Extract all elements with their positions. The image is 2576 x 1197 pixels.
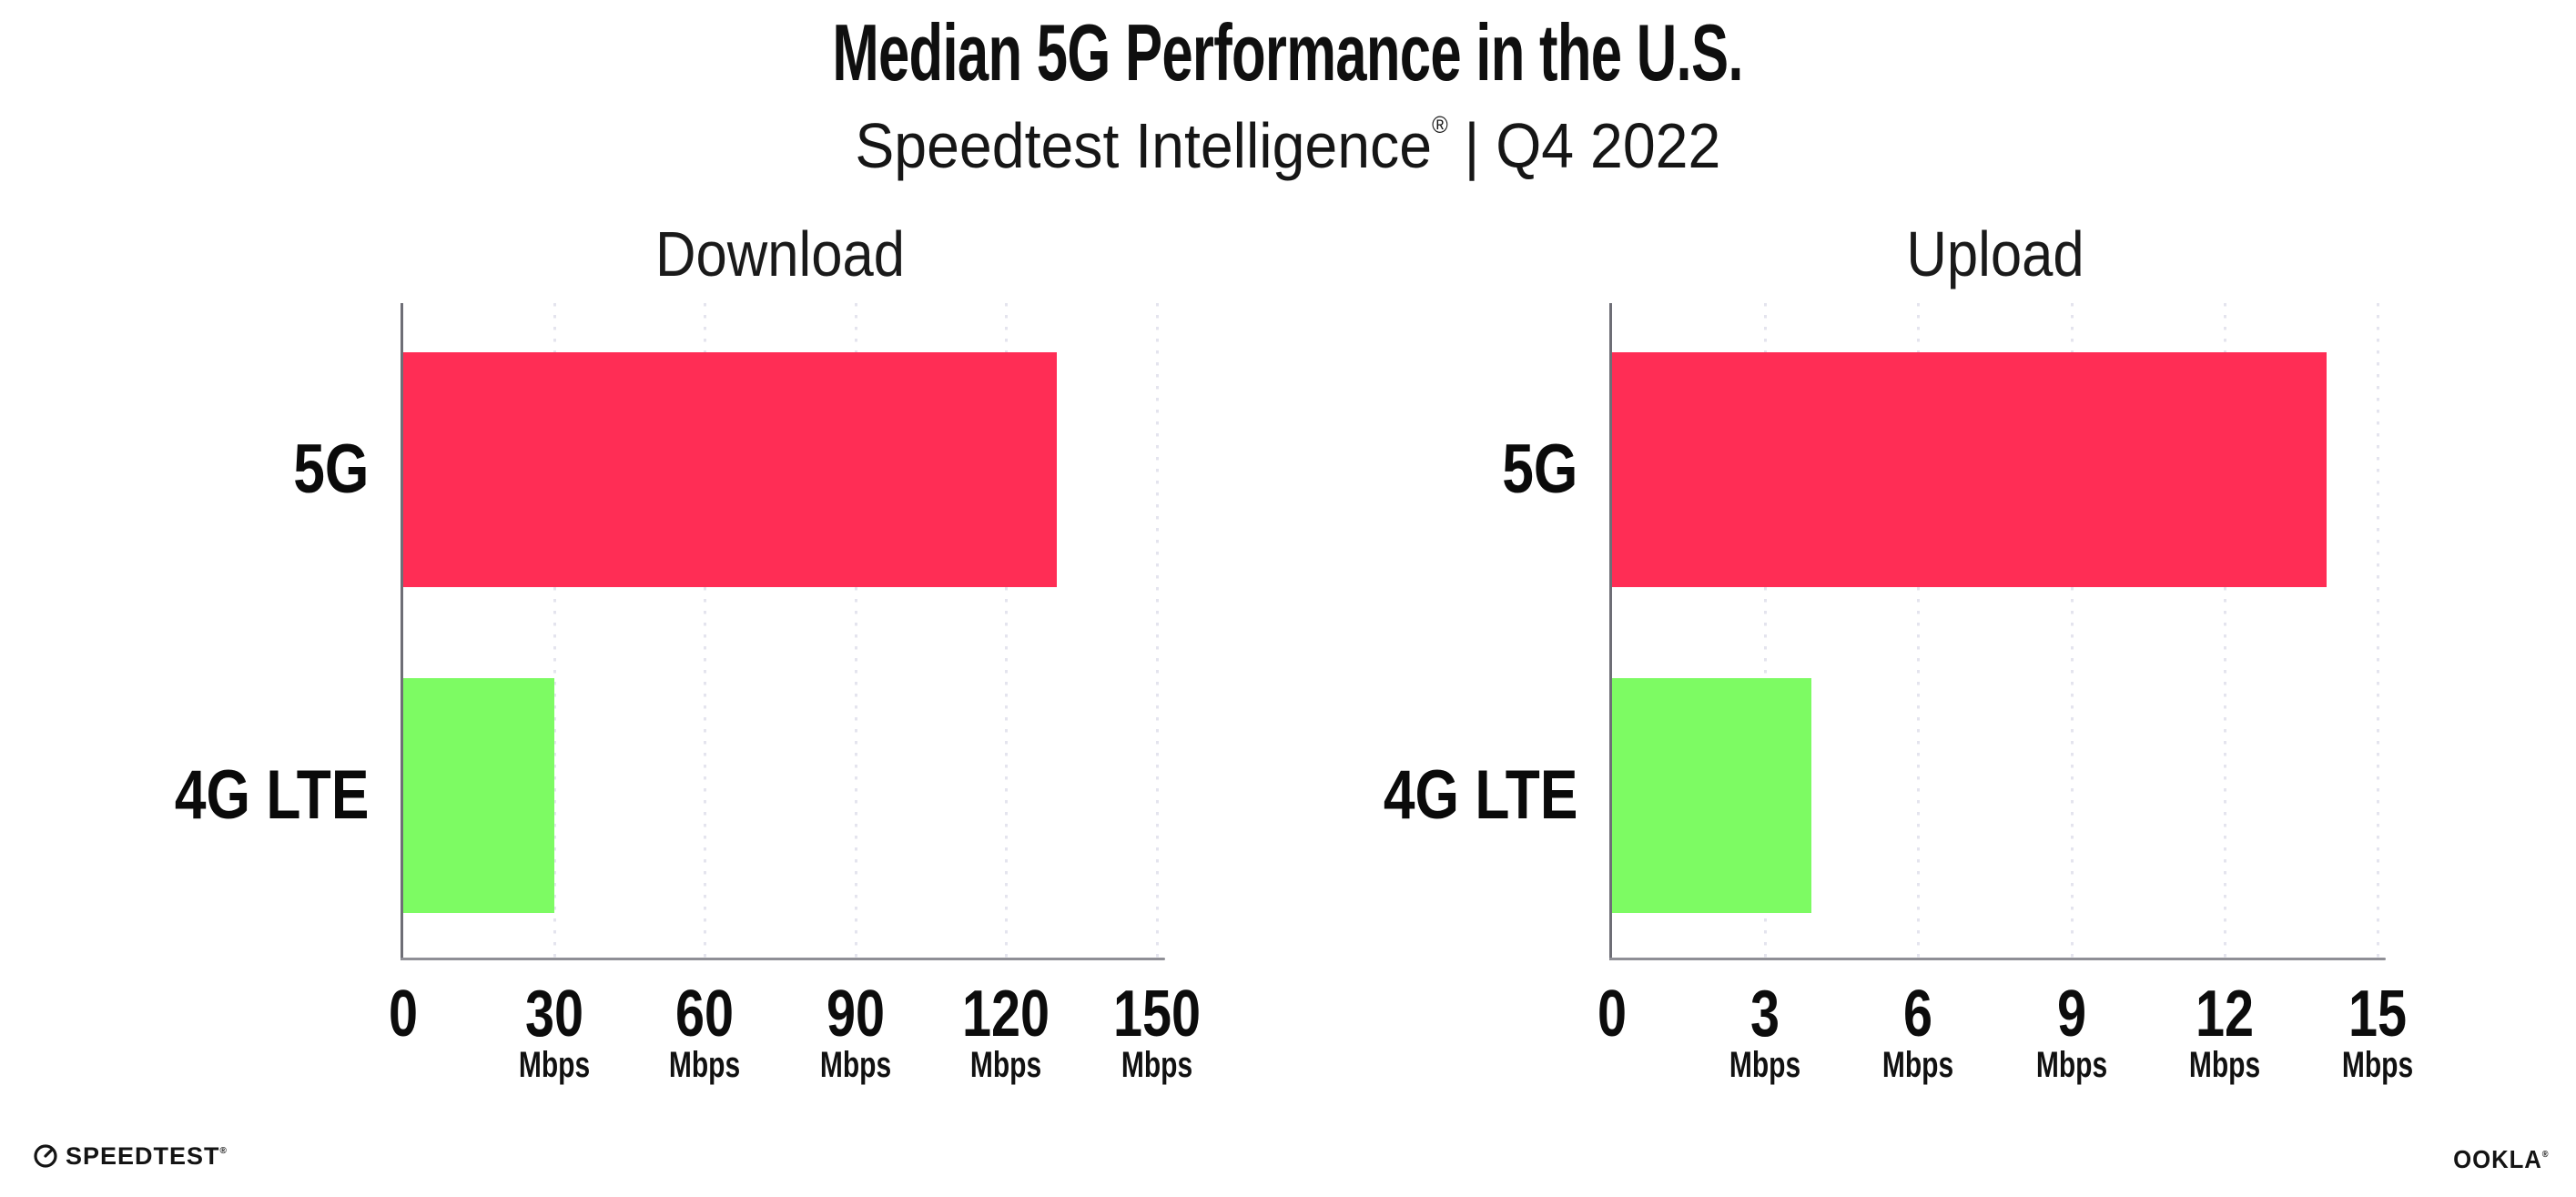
category-label-download-5g: 5G — [292, 431, 369, 508]
gridline-download-60 — [704, 303, 707, 958]
category-label-download-4g-lte: 4G LTE — [174, 756, 369, 834]
tick-label-upload-12: 12 — [2195, 978, 2254, 1050]
category-label-upload-5g: 5G — [1501, 431, 1577, 508]
tick-label-download-60: 60 — [675, 978, 735, 1050]
gridline-upload-9 — [2070, 303, 2074, 958]
subtitle-brand: Speedtest Intelligence — [855, 110, 1433, 181]
category-label-upload-4g-lte: 4G LTE — [1383, 756, 1577, 834]
gauge-icon — [34, 1144, 57, 1168]
bar-upload-5g — [1612, 352, 2327, 587]
bar-download-5g — [403, 352, 1057, 587]
gridline-upload-12 — [2223, 303, 2226, 958]
bar-upload-4g-lte — [1612, 678, 1811, 913]
speedtest-registered-mark: ® — [219, 1145, 227, 1156]
tick-label-download-30: 30 — [524, 978, 583, 1050]
page-subtitle: Speedtest Intelligence® | Q4 2022 — [0, 113, 2576, 178]
tick-unit-upload-12: Mbps — [2188, 1045, 2260, 1085]
ookla-logo: OOKLA® — [2445, 1147, 2549, 1172]
tick-unit-upload-3: Mbps — [1729, 1045, 1801, 1085]
registered-mark: ® — [1432, 111, 1448, 138]
y-axis-download — [401, 303, 403, 960]
tick-unit-download-120: Mbps — [970, 1045, 1042, 1085]
gridline-upload-15 — [2377, 303, 2379, 958]
x-axis-upload — [1609, 958, 2386, 960]
tick-label-download-120: 120 — [962, 978, 1050, 1050]
gridline-upload-6 — [1917, 303, 1921, 958]
bar-download-4g-lte — [403, 678, 554, 913]
tick-label-upload-0: 0 — [1597, 978, 1628, 1050]
download-chart-title: Download — [655, 218, 905, 289]
tick-unit-download-90: Mbps — [819, 1045, 891, 1085]
ookla-registered-mark: ® — [2541, 1150, 2549, 1160]
tick-unit-download-150: Mbps — [1121, 1045, 1193, 1085]
page-title-text: Median 5G Performance in the U.S. — [832, 7, 1744, 97]
tick-label-download-0: 0 — [388, 978, 419, 1050]
gridline-download-30 — [553, 303, 556, 958]
tick-unit-download-30: Mbps — [518, 1045, 590, 1085]
subtitle-period: | Q4 2022 — [1447, 110, 1721, 181]
tick-unit-upload-9: Mbps — [2035, 1045, 2107, 1085]
tick-unit-download-60: Mbps — [669, 1045, 741, 1085]
tick-unit-upload-6: Mbps — [1882, 1045, 1954, 1085]
x-axis-download — [401, 958, 1165, 960]
page-title: Median 5G Performance in the U.S. — [0, 13, 2576, 93]
tick-label-download-150: 150 — [1112, 978, 1202, 1050]
y-axis-upload — [1609, 303, 1612, 960]
upload-chart-title: Upload — [1905, 218, 2084, 289]
gridline-download-150 — [1156, 303, 1159, 958]
tick-label-download-90: 90 — [826, 978, 885, 1050]
ookla-wordmark: OOKLA — [2452, 1145, 2542, 1173]
tick-label-upload-9: 9 — [2056, 978, 2086, 1050]
gridline-download-90 — [854, 303, 857, 958]
tick-label-upload-6: 6 — [1903, 978, 1933, 1050]
tick-label-upload-15: 15 — [2348, 978, 2408, 1050]
speedtest-wordmark: SPEEDTEST — [66, 1141, 220, 1170]
tick-label-upload-3: 3 — [1750, 978, 1780, 1050]
speedtest-logo: SPEEDTEST® — [33, 1143, 227, 1169]
gridline-upload-3 — [1764, 303, 1768, 958]
tick-unit-upload-15: Mbps — [2341, 1045, 2414, 1085]
gridline-download-120 — [1005, 303, 1009, 958]
